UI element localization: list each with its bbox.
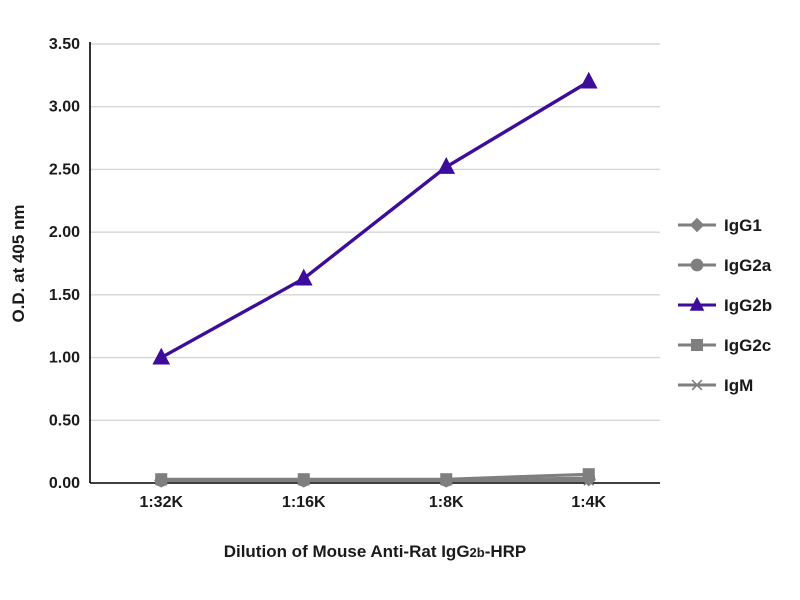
x-axis-title: Dilution of Mouse Anti-Rat IgG2b-HRP	[224, 542, 527, 561]
marker-asterisk	[297, 475, 311, 486]
y-tick-label: 0.50	[49, 412, 80, 429]
x-tick-label: 1:16K	[282, 494, 326, 511]
marker-triangle	[437, 157, 456, 174]
x-tick-label: 1:32K	[139, 494, 183, 511]
x-axis-title-part: 2b	[470, 545, 485, 560]
marker-triangle	[579, 71, 598, 89]
legend-item-IgG2c: IgG2c	[678, 336, 771, 355]
y-tick-label: 1.50	[49, 287, 80, 304]
y-tick-label: 3.50	[49, 36, 80, 53]
y-tick-label: 0.00	[49, 475, 80, 492]
marker-asterisk	[690, 379, 704, 391]
x-axis-title-part: Dilution of Mouse Anti-Rat IgG	[224, 542, 470, 561]
legend-label: IgG1	[724, 216, 762, 235]
legend-label: IgG2b	[724, 296, 772, 315]
marker-triangle	[689, 296, 705, 311]
legend-label: IgG2c	[724, 336, 771, 355]
legend-item-IgM: IgM	[678, 376, 753, 395]
marker-asterisk	[582, 475, 596, 486]
x-tick-label: 1:8K	[429, 494, 464, 511]
marker-square	[582, 468, 595, 481]
legend-item-IgG2b: IgG2b	[678, 296, 772, 315]
y-axis-title: O.D. at 405 nm	[9, 204, 28, 322]
marker-square	[690, 338, 704, 352]
y-tick-label: 2.50	[49, 161, 80, 178]
y-tick-label: 2.00	[49, 224, 80, 241]
legend-item-IgG2a: IgG2a	[678, 256, 772, 275]
marker-diamond	[689, 217, 705, 233]
marker-asterisk	[439, 475, 453, 486]
marker-triangle	[152, 347, 171, 365]
legend-item-IgG1: IgG1	[678, 216, 762, 235]
series-line-IgG2b	[159, 79, 591, 360]
marker-asterisk	[154, 475, 168, 486]
y-tick-label: 1.00	[49, 350, 80, 367]
legend-label: IgG2a	[724, 256, 772, 275]
legend-label: IgM	[724, 376, 753, 395]
x-tick-label: 1:4K	[571, 494, 606, 511]
marker-triangle	[294, 268, 313, 286]
marker-circle	[690, 258, 704, 272]
x-axis-title-part: -HRP	[485, 542, 527, 561]
y-tick-label: 3.00	[49, 99, 80, 116]
